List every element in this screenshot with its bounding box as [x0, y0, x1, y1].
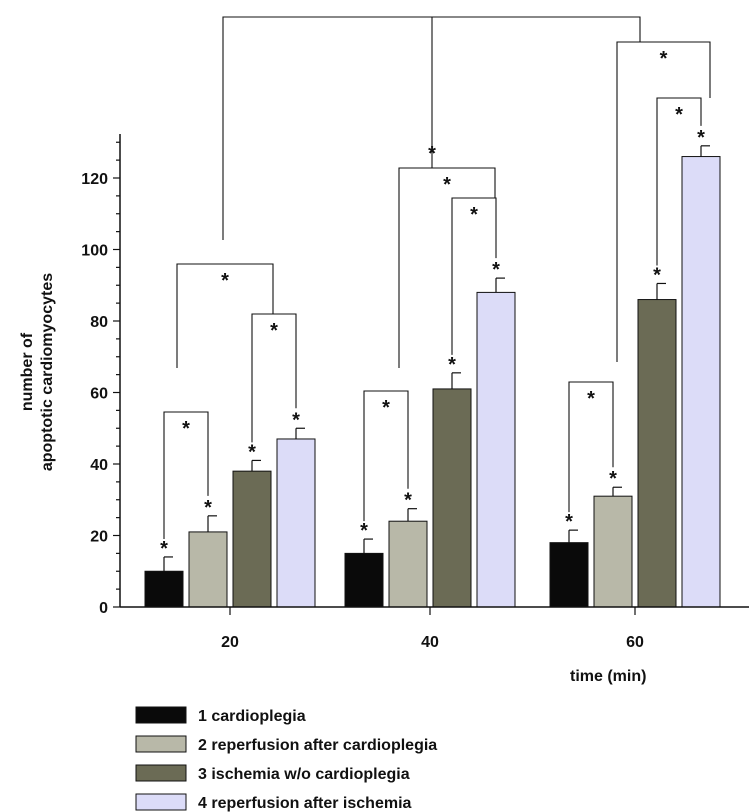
bracket-star: * — [675, 104, 683, 126]
bracket-star: * — [221, 270, 229, 292]
significance-bracket — [176, 263, 274, 368]
significance-bracket — [163, 411, 209, 539]
bracket-star: * — [587, 388, 595, 410]
significance-bracket — [251, 313, 297, 443]
y-axis-label-line-2: apoptotic cardiomyocytes — [39, 273, 56, 471]
significance-star: * — [204, 497, 212, 519]
significance-bracket — [568, 381, 614, 513]
bracket-star: * — [382, 397, 390, 419]
bar — [188, 531, 228, 608]
bar — [432, 388, 472, 608]
bracket-star: * — [443, 174, 451, 196]
bracket-star: * — [660, 48, 668, 70]
bar — [549, 542, 589, 608]
x-tick-label: 20 — [221, 634, 239, 651]
y-ticks: 0 20 40 60 80 100 120 — [81, 141, 120, 617]
y-tick-label: 60 — [90, 386, 108, 403]
y-tick-label: 120 — [81, 171, 108, 188]
significance-bracket — [656, 97, 702, 266]
y-tick-label: 80 — [90, 314, 108, 331]
significance-star: * — [292, 409, 300, 431]
bracket-star: * — [470, 204, 478, 226]
significance-star: * — [248, 441, 256, 463]
significance-star: * — [448, 354, 456, 376]
y-axis-label-line-1: number of — [19, 332, 36, 411]
significance-brackets: * * * * * * * * * * — [163, 16, 711, 539]
significance-star: * — [609, 468, 617, 490]
y-tick-label: 40 — [90, 457, 108, 474]
significance-bracket — [363, 390, 409, 522]
y-tick-label: 0 — [99, 600, 108, 617]
significance-star: * — [697, 127, 705, 149]
legend-label: 2 reperfusion after cardioplegia — [198, 737, 437, 754]
legend: 1 cardioplegia 2 reperfusion after cardio… — [135, 706, 437, 812]
significance-star: * — [360, 520, 368, 542]
bar — [637, 299, 677, 608]
significance-star: * — [492, 259, 500, 281]
legend-swatch — [135, 793, 187, 811]
bar — [232, 470, 272, 608]
bar — [344, 552, 384, 608]
significance-bracket — [398, 167, 496, 368]
bracket-star: * — [270, 320, 278, 342]
bracket-star: * — [182, 418, 190, 440]
bar — [144, 570, 184, 608]
significance-star: * — [653, 264, 661, 286]
legend-label: 1 cardioplegia — [198, 708, 306, 725]
y-tick-label: 100 — [81, 243, 108, 260]
axes — [119, 134, 749, 608]
bar — [681, 156, 721, 608]
significance-bracket — [616, 41, 711, 362]
legend-swatch — [135, 706, 187, 724]
significance-star: * — [565, 511, 573, 533]
x-axis-label: time (min) — [570, 668, 646, 685]
x-tick-label: 40 — [421, 634, 439, 651]
bracket-star: * — [428, 143, 436, 165]
significance-star: * — [160, 538, 168, 560]
legend-swatch — [135, 735, 187, 753]
bars: * * * * * * * * * * * * — [144, 127, 721, 608]
bar — [276, 438, 316, 608]
bar — [476, 291, 516, 608]
y-tick-label: 20 — [90, 529, 108, 546]
bar — [388, 520, 428, 608]
legend-label: 3 ischemia w/o cardioplegia — [198, 766, 410, 783]
significance-bracket — [451, 197, 497, 355]
x-ticks: 20 40 60 — [221, 607, 644, 651]
legend-swatch — [135, 764, 187, 782]
bar — [593, 495, 633, 608]
x-tick-label: 60 — [626, 634, 644, 651]
legend-label: 4 reperfusion after ischemia — [198, 795, 412, 812]
significance-star: * — [404, 490, 412, 512]
